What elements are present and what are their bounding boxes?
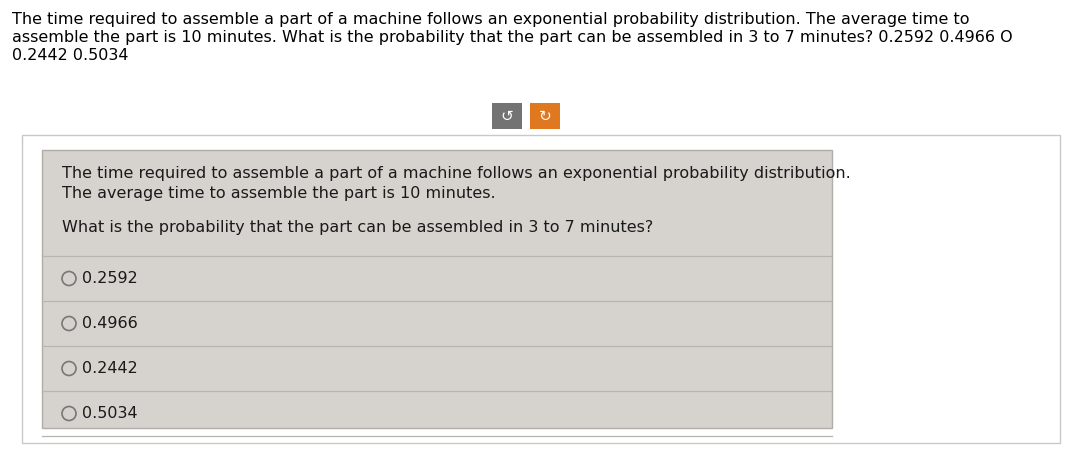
FancyBboxPatch shape (492, 103, 522, 129)
Text: ↺: ↺ (501, 109, 513, 123)
Text: 0.2442: 0.2442 (82, 361, 138, 376)
Text: ↻: ↻ (539, 109, 552, 123)
Text: 0.4966: 0.4966 (82, 316, 138, 331)
Text: 0.5034: 0.5034 (82, 406, 137, 421)
Text: The time required to assemble a part of a machine follows an exponential probabi: The time required to assemble a part of … (12, 12, 970, 27)
Text: 0.2442 0.5034: 0.2442 0.5034 (12, 48, 129, 63)
FancyBboxPatch shape (22, 135, 1059, 443)
Text: assemble the part is 10 minutes. What is the probability that the part can be as: assemble the part is 10 minutes. What is… (12, 30, 1013, 45)
FancyBboxPatch shape (42, 150, 832, 428)
Text: The average time to assemble the part is 10 minutes.: The average time to assemble the part is… (62, 186, 496, 201)
Text: The time required to assemble a part of a machine follows an exponential probabi: The time required to assemble a part of … (62, 166, 851, 181)
FancyBboxPatch shape (530, 103, 561, 129)
Text: What is the probability that the part can be assembled in 3 to 7 minutes?: What is the probability that the part ca… (62, 220, 653, 235)
Text: 0.2592: 0.2592 (82, 271, 138, 286)
